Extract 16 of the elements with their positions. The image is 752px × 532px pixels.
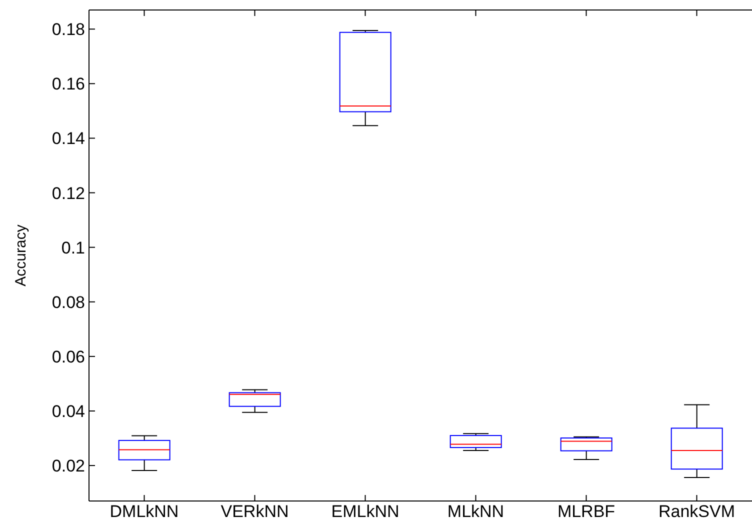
x-tick-label: MLRBF	[557, 502, 616, 522]
x-tick-label: MLkNN	[447, 502, 504, 522]
x-tick-label: DMLkNN	[110, 502, 179, 522]
y-tick-label: 0.04	[52, 402, 85, 422]
y-tick-label: 0.1	[61, 238, 85, 258]
y-tick-label: 0.12	[52, 184, 85, 203]
y-tick-label: 0.02	[52, 456, 85, 476]
y-tick-label: 0.06	[52, 347, 85, 366]
y-axis-title: Accuracy	[12, 224, 30, 286]
x-tick-label: VERkNN	[220, 502, 289, 522]
x-tick-label: RankSVM	[658, 502, 736, 522]
y-tick-label: 0.14	[52, 129, 85, 148]
y-tick-label: 0.08	[52, 292, 85, 312]
y-tick-label: 0.18	[52, 20, 85, 40]
x-tick-label: EMLkNN	[331, 502, 400, 522]
y-tick-label: 0.16	[52, 74, 85, 94]
